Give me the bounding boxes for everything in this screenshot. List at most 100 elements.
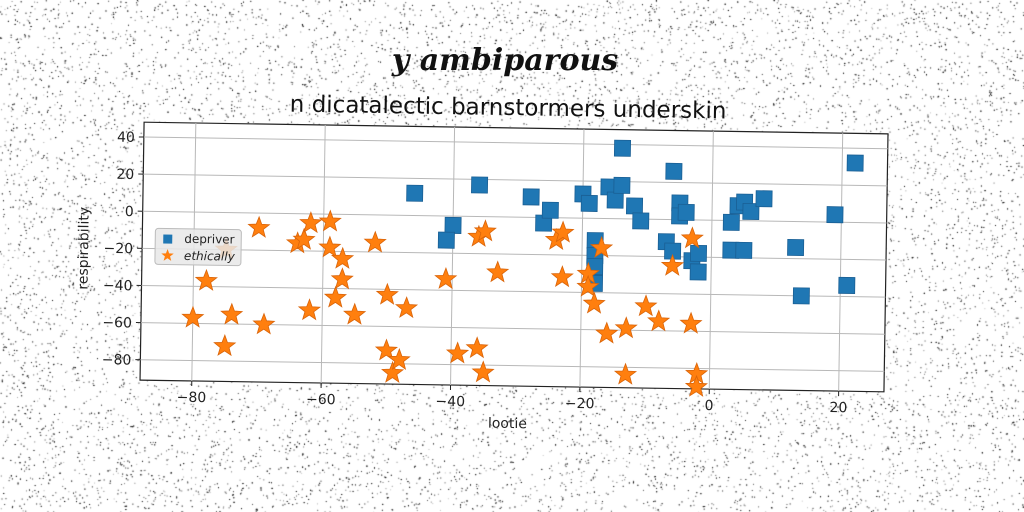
marker-ethically bbox=[318, 209, 342, 232]
marker-depriver bbox=[735, 241, 753, 259]
y-tick-label: 40 bbox=[117, 130, 135, 146]
y-tick-label: −20 bbox=[103, 241, 133, 257]
x-tick-label: −20 bbox=[565, 396, 595, 412]
marker-depriver bbox=[677, 203, 695, 221]
marker-ethically bbox=[445, 341, 470, 364]
marker-depriver bbox=[742, 202, 760, 221]
marker-depriver bbox=[444, 216, 462, 234]
marker-depriver bbox=[632, 212, 650, 230]
marker-ethically bbox=[343, 302, 367, 325]
chart-suptitle: y ambiparous bbox=[391, 43, 618, 78]
marker-ethically bbox=[381, 360, 405, 383]
marker-depriver bbox=[665, 162, 683, 180]
marker-depriver bbox=[522, 188, 540, 206]
marker-ethically bbox=[387, 347, 411, 371]
y-gridline bbox=[142, 210, 887, 224]
marker-depriver bbox=[838, 276, 856, 294]
legend-label-depriver: depriver bbox=[184, 232, 235, 247]
y-gridline bbox=[143, 136, 888, 150]
y-gridline bbox=[142, 247, 887, 261]
data-markers bbox=[181, 139, 864, 397]
marker-ethically bbox=[660, 253, 685, 276]
marker-depriver bbox=[846, 154, 864, 172]
marker-depriver bbox=[792, 287, 810, 305]
marker-ethically bbox=[590, 236, 614, 259]
marker-ethically bbox=[247, 215, 271, 238]
x-axis-ticks: −80 −60 −40 −20 0 20 bbox=[177, 380, 847, 416]
marker-ethically bbox=[614, 316, 638, 339]
marker-depriver bbox=[580, 194, 598, 212]
marker-depriver bbox=[722, 213, 740, 231]
axes-frame bbox=[139, 121, 889, 393]
marker-ethically bbox=[299, 211, 323, 234]
marker-ethically bbox=[363, 230, 387, 253]
marker-ethically bbox=[582, 291, 606, 314]
marker-ethically bbox=[550, 265, 574, 288]
marker-ethically bbox=[331, 246, 355, 269]
marker-ethically bbox=[374, 338, 398, 361]
y-axis-ticks: 40 20 0 −20 −40 −60 −80 bbox=[102, 130, 144, 369]
marker-depriver bbox=[541, 201, 559, 219]
marker-ethically bbox=[292, 227, 316, 250]
marker-depriver bbox=[755, 190, 773, 208]
legend-marker-ethically bbox=[161, 249, 174, 261]
y-axis-label: respirability bbox=[75, 207, 92, 290]
x-tick-label: 0 bbox=[704, 398, 713, 414]
legend-box bbox=[154, 227, 242, 267]
marker-ethically bbox=[220, 302, 244, 325]
marker-ethically bbox=[194, 268, 218, 291]
y-gridline bbox=[140, 359, 885, 372]
marker-ethically bbox=[375, 282, 399, 305]
marker-depriver bbox=[689, 263, 707, 281]
x-tick-label: −60 bbox=[306, 392, 336, 408]
marker-depriver bbox=[689, 244, 708, 262]
x-axis-label: lootie bbox=[488, 416, 527, 433]
y-tick-label: −80 bbox=[102, 352, 132, 368]
marker-ethically bbox=[551, 220, 575, 243]
y-gridline bbox=[141, 284, 886, 298]
marker-ethically bbox=[613, 362, 638, 385]
x-gridline bbox=[320, 125, 326, 383]
marker-ethically bbox=[680, 226, 704, 249]
x-tick-label: −80 bbox=[177, 390, 207, 406]
x-gridline bbox=[579, 129, 585, 388]
legend-label-ethically: ethically bbox=[184, 249, 236, 264]
marker-ethically bbox=[330, 267, 354, 290]
y-gridline bbox=[143, 173, 888, 187]
marker-ethically bbox=[394, 296, 419, 319]
y-tick-label: 0 bbox=[125, 204, 134, 220]
legend: depriver ethically bbox=[154, 227, 242, 267]
y-tick-label: −40 bbox=[103, 278, 133, 294]
marker-ethically bbox=[684, 374, 708, 397]
legend-marker-depriver bbox=[163, 234, 173, 244]
marker-depriver bbox=[406, 184, 424, 202]
marker-depriver bbox=[613, 139, 632, 157]
marker-depriver bbox=[625, 197, 644, 215]
marker-ethically bbox=[181, 305, 205, 328]
marker-ethically bbox=[213, 334, 237, 357]
x-tick-label: 20 bbox=[829, 400, 847, 416]
marker-ethically bbox=[323, 285, 347, 308]
marker-ethically bbox=[634, 294, 658, 317]
marker-depriver bbox=[471, 176, 489, 194]
x-gridline bbox=[450, 127, 456, 386]
marker-ethically bbox=[318, 235, 342, 258]
chart-title: n dicatalectic barnstormers underskin bbox=[290, 92, 727, 125]
grid-lines bbox=[140, 122, 888, 392]
x-gridline bbox=[838, 133, 844, 392]
marker-depriver bbox=[613, 176, 631, 194]
x-tick-label: −40 bbox=[435, 394, 465, 410]
plot-area: −80 −60 −40 −20 0 20 40 20 0 −20 −40 −60 −80 depriv… bbox=[75, 121, 889, 433]
marker-ethically bbox=[679, 311, 703, 334]
marker-depriver bbox=[437, 231, 455, 249]
marker-depriver bbox=[787, 238, 805, 257]
x-gridline bbox=[708, 131, 714, 390]
marker-depriver bbox=[826, 206, 844, 224]
marker-ethically bbox=[647, 309, 671, 332]
y-tick-label: 20 bbox=[116, 167, 134, 183]
y-tick-label: −60 bbox=[102, 315, 132, 331]
marker-ethically bbox=[471, 360, 495, 383]
marker-depriver bbox=[606, 191, 624, 209]
marker-ethically bbox=[486, 260, 510, 283]
